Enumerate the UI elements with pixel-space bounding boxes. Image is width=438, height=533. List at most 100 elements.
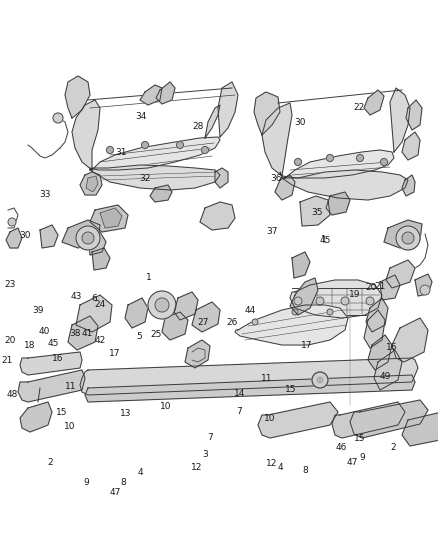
Text: 39: 39 xyxy=(32,306,43,314)
Polygon shape xyxy=(364,90,384,115)
Text: 20: 20 xyxy=(365,284,376,292)
Text: 1: 1 xyxy=(321,236,327,244)
Polygon shape xyxy=(90,165,220,190)
Polygon shape xyxy=(20,402,52,432)
Text: 31: 31 xyxy=(115,148,127,157)
Circle shape xyxy=(326,155,333,161)
Polygon shape xyxy=(326,192,350,215)
Polygon shape xyxy=(80,172,102,195)
Circle shape xyxy=(402,232,414,244)
Polygon shape xyxy=(85,375,415,402)
Circle shape xyxy=(201,147,208,154)
Text: 17: 17 xyxy=(301,341,312,350)
Text: 35: 35 xyxy=(311,208,323,216)
Polygon shape xyxy=(86,176,98,192)
Polygon shape xyxy=(258,402,338,438)
Text: 47: 47 xyxy=(110,488,121,497)
Polygon shape xyxy=(380,275,400,300)
Text: 44: 44 xyxy=(245,306,256,314)
Circle shape xyxy=(141,141,148,149)
Polygon shape xyxy=(90,205,128,232)
Text: 32: 32 xyxy=(139,174,150,182)
Text: 21: 21 xyxy=(374,282,386,291)
Polygon shape xyxy=(384,220,422,248)
Polygon shape xyxy=(254,92,280,135)
Polygon shape xyxy=(282,170,408,200)
Polygon shape xyxy=(290,278,318,315)
Polygon shape xyxy=(402,132,420,160)
Text: 9: 9 xyxy=(360,453,366,462)
Circle shape xyxy=(316,297,324,305)
Circle shape xyxy=(76,226,100,250)
Text: 8: 8 xyxy=(120,478,127,487)
Text: 15: 15 xyxy=(354,434,366,442)
Circle shape xyxy=(312,372,328,388)
Text: 2: 2 xyxy=(391,443,396,452)
Text: 22: 22 xyxy=(353,103,365,112)
Text: 9: 9 xyxy=(84,478,90,487)
Circle shape xyxy=(292,309,298,315)
Polygon shape xyxy=(386,260,415,288)
Polygon shape xyxy=(72,100,100,170)
Text: 20: 20 xyxy=(4,336,15,344)
Text: 45: 45 xyxy=(319,237,331,245)
Text: 7: 7 xyxy=(207,433,213,441)
Polygon shape xyxy=(218,82,238,137)
Polygon shape xyxy=(80,358,418,395)
Text: 4: 4 xyxy=(138,468,143,477)
Text: 5: 5 xyxy=(136,333,142,341)
Text: 43: 43 xyxy=(71,292,82,301)
Polygon shape xyxy=(292,252,310,278)
Circle shape xyxy=(294,297,302,305)
Polygon shape xyxy=(6,228,22,248)
Polygon shape xyxy=(262,103,292,176)
Text: 17: 17 xyxy=(109,350,120,358)
Text: 1: 1 xyxy=(146,273,152,281)
Polygon shape xyxy=(280,150,394,178)
Text: 30: 30 xyxy=(295,118,306,127)
Text: 2: 2 xyxy=(48,458,53,467)
Polygon shape xyxy=(192,302,220,332)
Text: 13: 13 xyxy=(120,409,132,418)
Text: 38: 38 xyxy=(70,329,81,338)
Text: 15: 15 xyxy=(57,408,68,417)
Text: 26: 26 xyxy=(226,319,238,327)
Polygon shape xyxy=(390,88,410,152)
Polygon shape xyxy=(150,185,172,202)
Polygon shape xyxy=(275,175,295,200)
Text: 7: 7 xyxy=(236,407,242,416)
Polygon shape xyxy=(125,298,148,328)
Polygon shape xyxy=(185,340,210,368)
Text: 11: 11 xyxy=(65,383,77,391)
Polygon shape xyxy=(332,402,405,438)
Circle shape xyxy=(341,297,349,305)
Text: 16: 16 xyxy=(386,343,397,352)
Polygon shape xyxy=(235,305,348,345)
Text: 30: 30 xyxy=(20,231,31,240)
Text: 40: 40 xyxy=(38,327,49,336)
Text: 10: 10 xyxy=(264,415,275,423)
Text: 25: 25 xyxy=(150,330,162,339)
Text: 21: 21 xyxy=(1,356,13,365)
Polygon shape xyxy=(140,85,162,105)
Circle shape xyxy=(420,285,430,295)
Circle shape xyxy=(366,297,374,305)
Polygon shape xyxy=(290,280,382,318)
Polygon shape xyxy=(300,196,330,226)
Circle shape xyxy=(381,158,388,166)
Polygon shape xyxy=(76,295,112,332)
Text: 41: 41 xyxy=(82,329,93,338)
Text: 27: 27 xyxy=(198,319,209,327)
Polygon shape xyxy=(162,312,188,340)
Text: 37: 37 xyxy=(266,227,277,236)
Text: 49: 49 xyxy=(380,372,391,381)
Text: 45: 45 xyxy=(48,339,59,348)
Polygon shape xyxy=(92,248,110,270)
Polygon shape xyxy=(402,410,438,446)
Polygon shape xyxy=(366,298,388,332)
Text: 8: 8 xyxy=(303,466,309,474)
Circle shape xyxy=(148,291,176,319)
Text: 24: 24 xyxy=(94,301,106,309)
Circle shape xyxy=(177,141,184,149)
Text: 46: 46 xyxy=(335,443,346,452)
